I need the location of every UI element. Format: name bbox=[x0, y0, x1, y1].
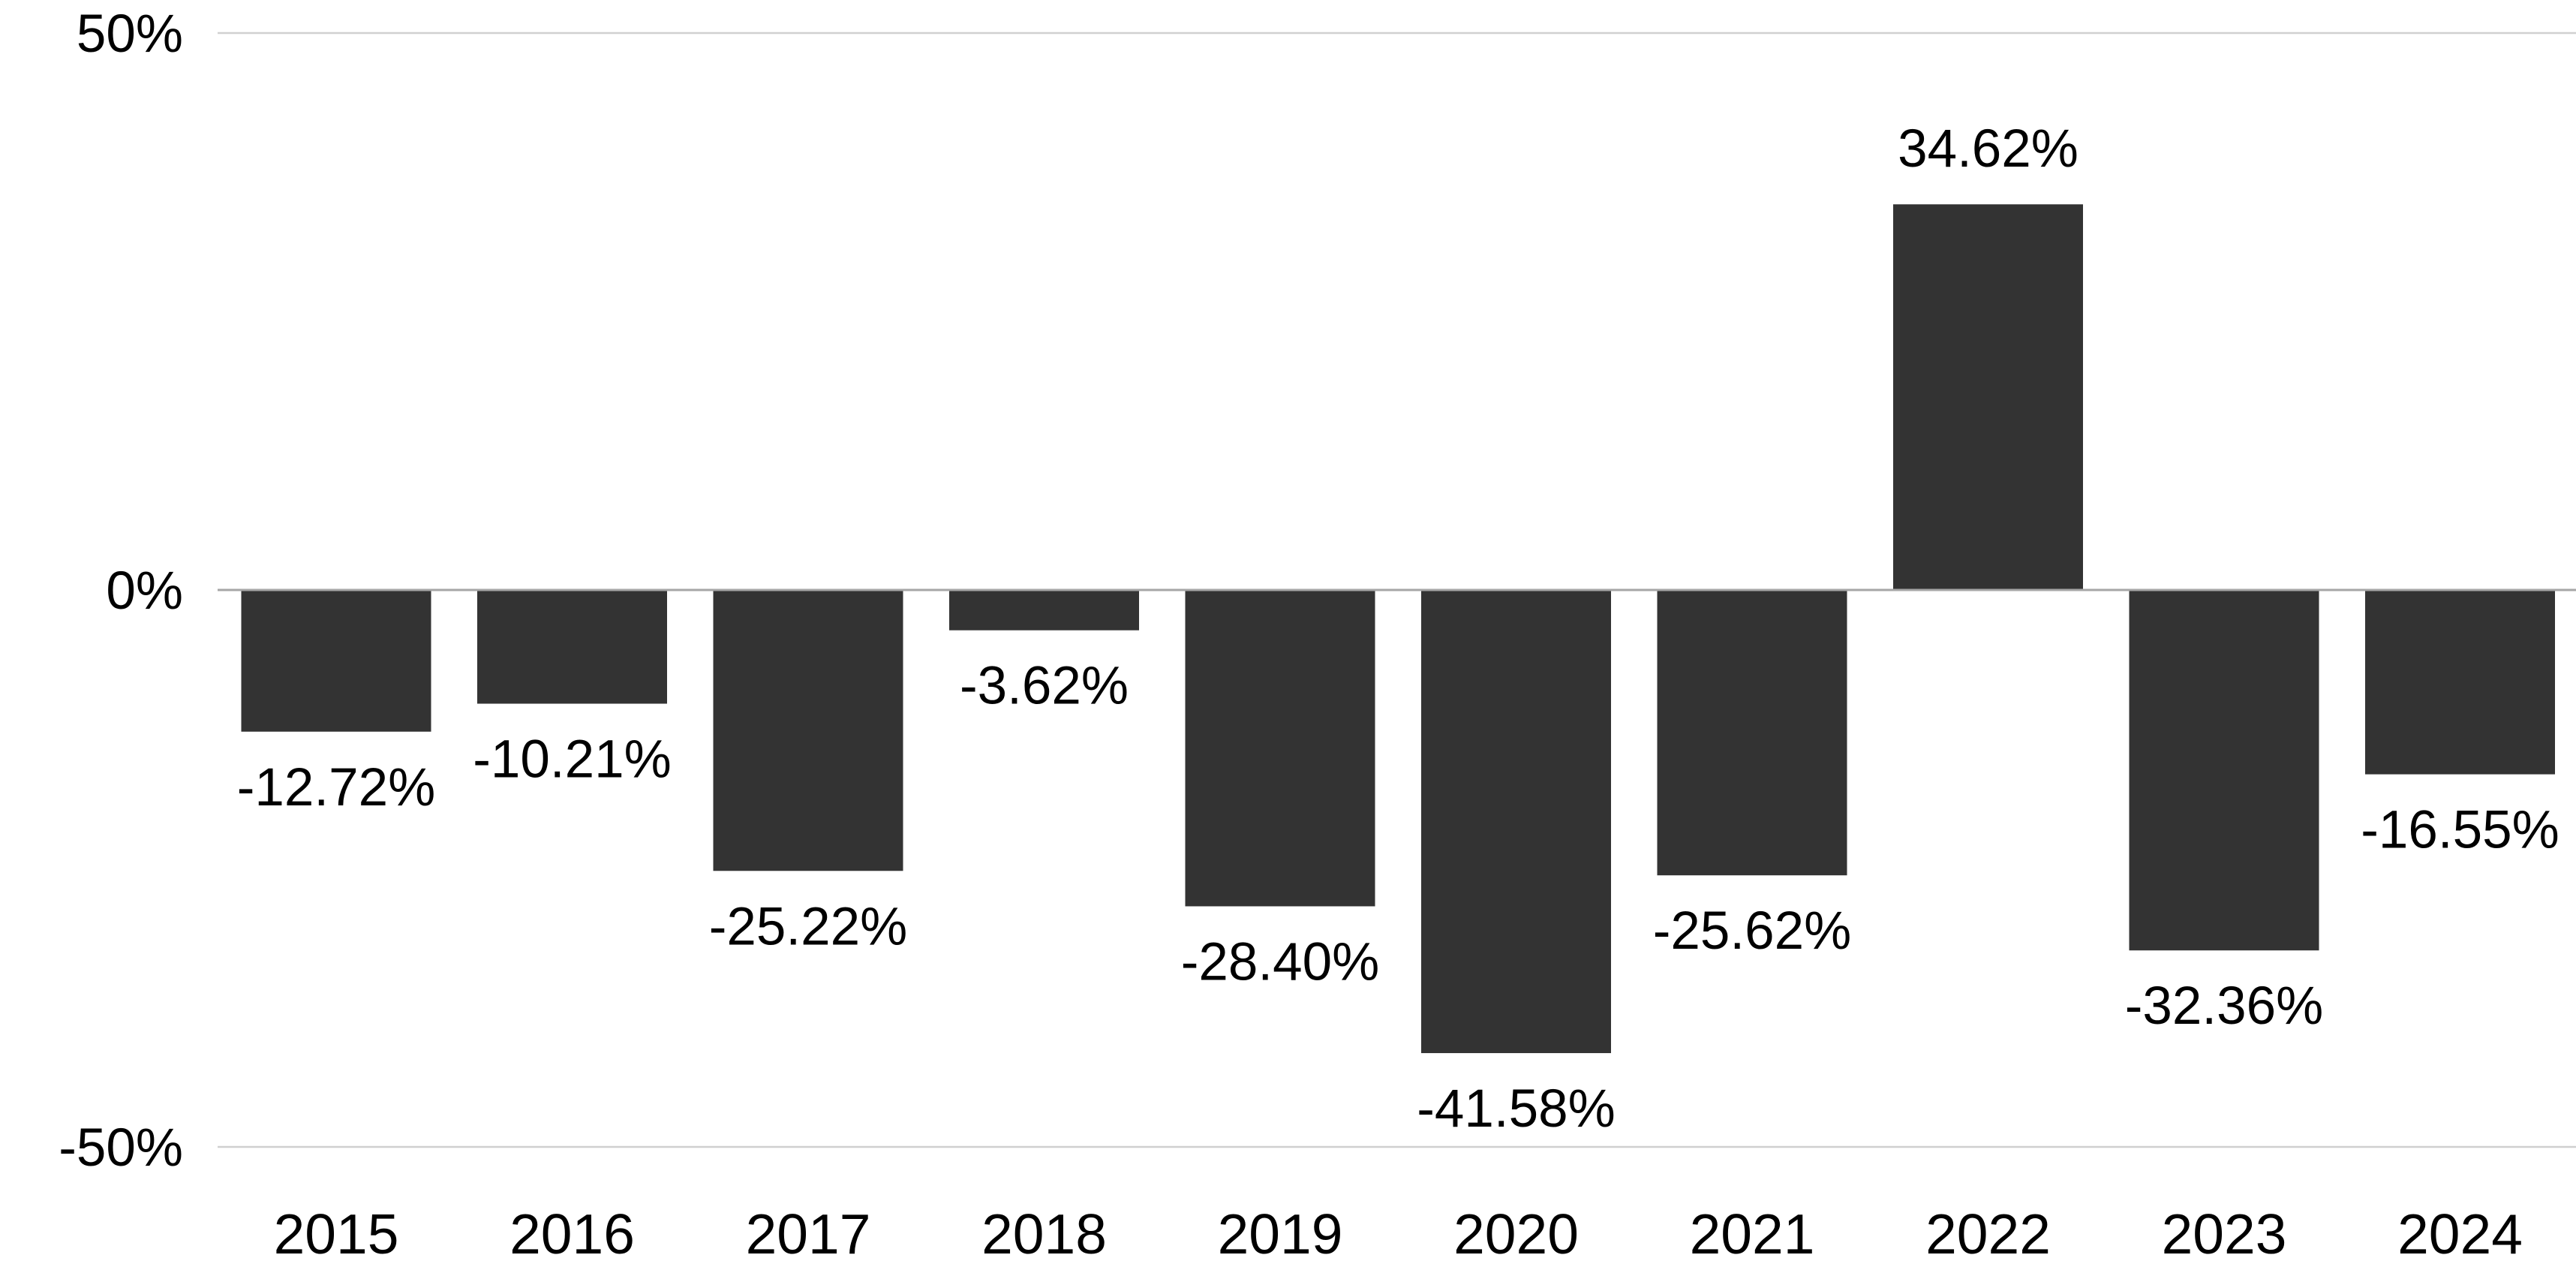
data-label: -25.22% bbox=[709, 897, 907, 956]
bar-2016 bbox=[477, 590, 667, 704]
data-label: -16.55% bbox=[2361, 801, 2559, 860]
y-axis-tick-labels: 50% 0% -50% bbox=[59, 5, 183, 1178]
bar-2018 bbox=[949, 590, 1139, 630]
x-tick-label: 2021 bbox=[1690, 1202, 1815, 1265]
data-label: -32.36% bbox=[2125, 977, 2323, 1036]
x-tick-label: 2015 bbox=[274, 1202, 399, 1265]
y-tick-label: 0% bbox=[106, 561, 183, 621]
bars bbox=[241, 204, 2555, 1054]
data-label: -10.21% bbox=[473, 730, 671, 790]
x-tick-label: 2023 bbox=[2162, 1202, 2287, 1265]
x-tick-label: 2020 bbox=[1453, 1202, 1579, 1265]
x-tick-label: 2024 bbox=[2397, 1202, 2523, 1265]
x-tick-label: 2022 bbox=[1925, 1202, 2051, 1265]
x-tick-label: 2018 bbox=[981, 1202, 1107, 1265]
data-label: 34.62% bbox=[1898, 119, 2079, 179]
bar-2023 bbox=[2129, 590, 2319, 951]
data-label: -3.62% bbox=[960, 657, 1129, 716]
x-axis-tick-labels: 2015 2016 2017 2018 2019 2020 2021 2022 2023 2024 bbox=[274, 1202, 2523, 1265]
gridlines bbox=[218, 32, 2576, 1148]
bar-2024 bbox=[2365, 590, 2555, 775]
data-label: -28.40% bbox=[1181, 932, 1379, 992]
data-labels: -12.72% -10.21% -25.22% -3.62% -28.40% -41.58… bbox=[237, 119, 2559, 1139]
bar-2015 bbox=[241, 590, 431, 732]
data-label: -12.72% bbox=[237, 758, 435, 817]
data-label: -41.58% bbox=[1417, 1079, 1615, 1139]
y-tick-label: 50% bbox=[77, 5, 183, 64]
bar-2021 bbox=[1657, 590, 1847, 876]
x-tick-label: 2017 bbox=[746, 1202, 871, 1265]
y-tick-label: -50% bbox=[59, 1118, 183, 1178]
bar-2019 bbox=[1185, 590, 1375, 907]
bar-2022 bbox=[1893, 204, 2083, 590]
bar-2017 bbox=[713, 590, 903, 871]
data-label: -25.62% bbox=[1653, 901, 1851, 961]
x-tick-label: 2019 bbox=[1218, 1202, 1343, 1265]
bar-2020 bbox=[1421, 590, 1611, 1054]
x-tick-label: 2016 bbox=[509, 1202, 635, 1265]
